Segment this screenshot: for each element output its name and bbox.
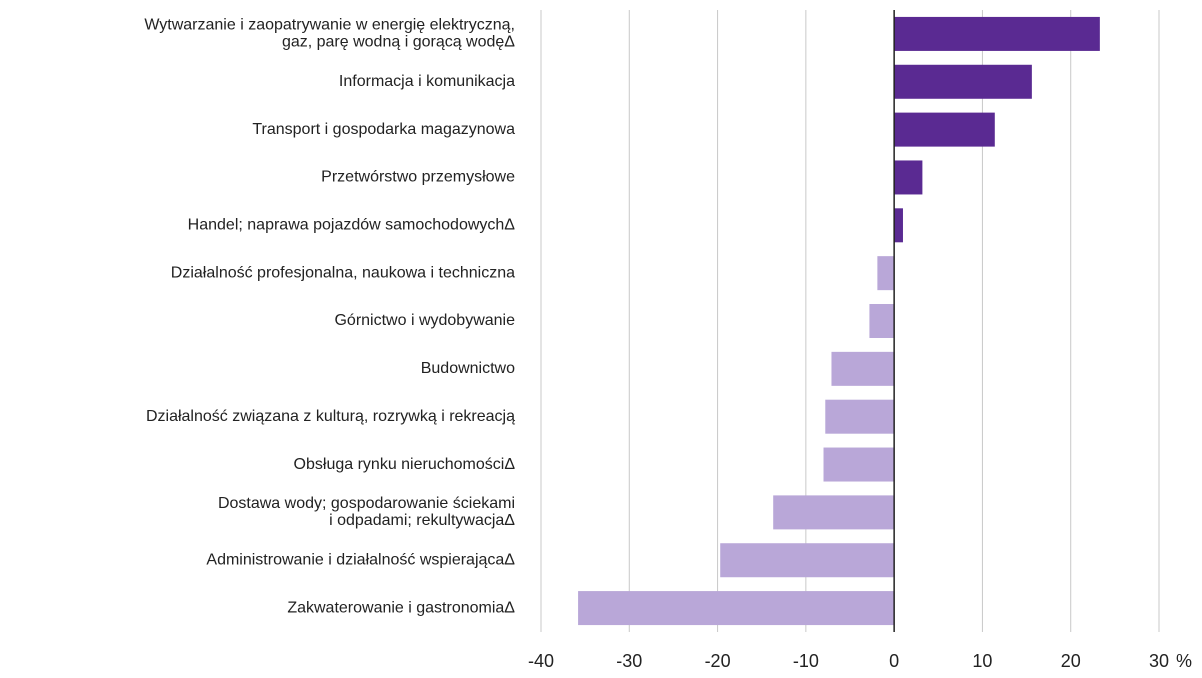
bar: [894, 16, 1100, 51]
x-axis-label: %: [1176, 651, 1192, 671]
y-tick-label: Przetwórstwo przemysłowe: [321, 169, 515, 186]
x-tick-label: -10: [793, 651, 819, 671]
bar: [578, 591, 895, 626]
x-tick-label: -40: [528, 651, 554, 671]
y-tick-label: Działalność profesjonalna, naukowa i tec…: [171, 264, 515, 281]
bar: [894, 112, 995, 147]
y-tick-label: Informacja i komunikacja: [339, 73, 515, 90]
bar: [877, 256, 895, 291]
x-tick-label: 30: [1149, 651, 1169, 671]
y-tick-label: Administrowanie i działalność wspierając…: [206, 551, 515, 568]
x-tick-label: -20: [705, 651, 731, 671]
bar: [869, 304, 895, 338]
x-tick-label: -30: [616, 651, 642, 671]
y-tick-label: Budownictwo: [421, 360, 515, 377]
y-tick-label: Dostawa wody; gospodarowanie ściekami i o…: [218, 495, 515, 529]
y-tick-label: Wytwarzanie i zaopatrywanie w energię el…: [144, 17, 515, 51]
y-tick-label: Górnictwo i wydobywanie: [334, 312, 515, 329]
y-tick-label: Działalność związana z kulturą, rozrywką…: [146, 408, 515, 425]
bar: [831, 351, 895, 386]
y-tick-label: Transport i gospodarka magazynowa: [252, 121, 515, 138]
bar: [894, 208, 903, 243]
x-tick-label: 10: [972, 651, 992, 671]
bar: [894, 64, 1032, 99]
x-tick-label: 0: [889, 651, 899, 671]
bar: [894, 160, 923, 195]
bar: [825, 399, 895, 434]
y-tick-label: Zakwaterowanie i gastronomiaΔ: [287, 599, 515, 616]
bar: [720, 543, 895, 578]
y-tick-label: Obsługa rynku nieruchomościΔ: [294, 456, 516, 473]
bar: [773, 495, 895, 530]
x-tick-label: 20: [1061, 651, 1081, 671]
y-tick-label: Handel; naprawa pojazdów samochodowychΔ: [188, 217, 516, 234]
bar: [823, 447, 895, 482]
